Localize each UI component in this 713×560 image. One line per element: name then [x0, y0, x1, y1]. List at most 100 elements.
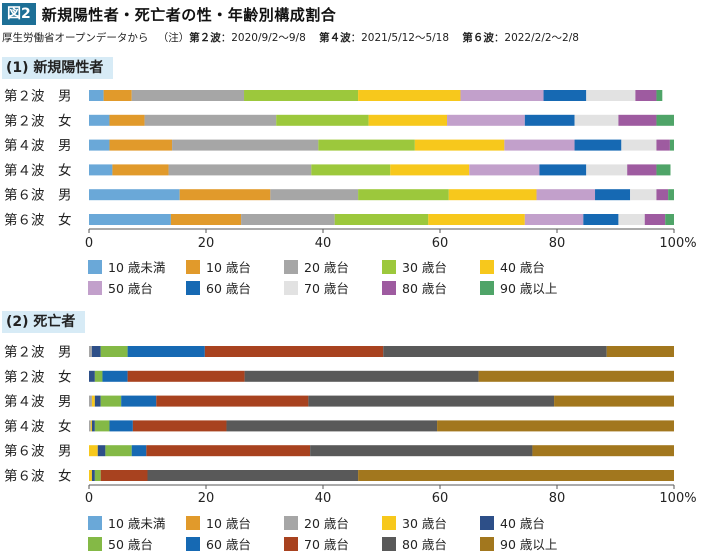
wave4-label: 第４波 [319, 32, 351, 44]
category-label: 第２波 [4, 112, 45, 129]
wave6-label: 第６波 [462, 32, 494, 44]
bar-segment [460, 90, 544, 101]
bar-segment [91, 420, 95, 432]
category-sex-label: 女 [58, 112, 72, 129]
x-tick-label: 40 [315, 236, 332, 251]
bar-segment [543, 90, 587, 101]
legend-item: 10 歳台 [186, 513, 284, 532]
bar-segment [94, 370, 103, 382]
legend-swatch [480, 259, 494, 274]
bar-segment [89, 90, 104, 101]
legend-label: 90 歳以上 [500, 537, 558, 552]
legend-item: 70 歳台 [284, 534, 382, 553]
bar-segment [204, 346, 384, 357]
category-label: 第６波 [4, 443, 45, 460]
bar-segment [447, 114, 525, 126]
figure-badge: 図2 [2, 3, 36, 25]
bar-segment [172, 139, 319, 151]
legend-label: 10 歳台 [206, 516, 251, 531]
bar-segment [311, 164, 391, 176]
category-label: 第２波 [4, 344, 45, 361]
bar-segment [414, 139, 505, 151]
category-sex-label: 男 [58, 188, 72, 204]
bar-segment [554, 395, 674, 407]
source-text: 厚生労働省オープンデータから [2, 32, 149, 44]
bar-segment [665, 214, 674, 225]
bar-segment [669, 139, 674, 151]
bar-segment [368, 114, 448, 126]
bar-segment [644, 214, 666, 225]
x-tick-label: 80 [549, 491, 566, 506]
bar-segment [102, 370, 128, 382]
x-tick-label: 80 [549, 236, 566, 251]
legend-item: 40 歳台 [480, 513, 578, 532]
wave2-range: 2020/9/2〜9/8 [231, 32, 306, 44]
bar-segment [539, 164, 587, 176]
legend-label: 70 歳台 [304, 281, 349, 296]
legend-item: 50 歳台 [88, 278, 186, 297]
bar-segment [109, 139, 173, 151]
bar-segment [606, 346, 674, 357]
x-tick-label: 100% [659, 491, 696, 506]
bar-segment [89, 370, 95, 382]
x-tick-label: 0 [85, 236, 93, 251]
legend-item: 10 歳未満 [88, 513, 186, 532]
legend-swatch [186, 515, 200, 530]
bar-segment [131, 445, 147, 457]
bar-segment [89, 114, 110, 126]
legend-item: 60 歳台 [186, 278, 284, 297]
bar-segment [656, 189, 669, 201]
legend-label: 10 歳未満 [108, 516, 166, 531]
bar-segment [89, 445, 98, 457]
bar-segment [504, 139, 575, 151]
chart1-title: (1) 新規陽性者 [2, 57, 114, 79]
bar-segment [109, 420, 133, 432]
category-sex-label: 女 [58, 468, 72, 485]
legend-swatch [284, 515, 298, 530]
wave4-range: 2021/5/12〜5/18 [361, 32, 450, 44]
bar-segment [144, 114, 277, 126]
x-tick-label: 60 [432, 236, 449, 251]
chart2-legend: 10 歳未満 10 歳台 20 歳台 30 歳台 40 歳台 50 歳台 60 歳台 70 歳… [88, 512, 578, 554]
bar-segment [532, 445, 674, 457]
bar-segment [127, 370, 245, 382]
category-label: 第６波 [4, 468, 45, 485]
legend-label: 50 歳台 [108, 537, 153, 552]
legend-label: 50 歳台 [108, 281, 153, 296]
legend-row: 10 歳未満 10 歳台 20 歳台 30 歳台 40 歳台 [88, 256, 578, 277]
bar-segment [656, 90, 663, 101]
bar-segment [146, 445, 311, 457]
x-tick-label: 20 [198, 491, 215, 506]
legend-item: 90 歳以上 [480, 278, 578, 297]
bar-segment [428, 214, 525, 225]
chart2-title: (2) 死亡者 [2, 311, 86, 333]
legend-item: 20 歳台 [284, 513, 382, 532]
bar-segment [105, 445, 132, 457]
bar-segment [630, 189, 657, 201]
category-sex-label: 男 [58, 89, 72, 105]
legend-item: 20 歳台 [284, 257, 382, 276]
bar-segment [478, 370, 674, 382]
bar-segment [156, 395, 309, 407]
legend-swatch [88, 536, 102, 551]
bar-segment [270, 189, 359, 201]
legend-item: 70 歳台 [284, 278, 382, 297]
legend-swatch [186, 536, 200, 551]
legend-label: 70 歳台 [304, 537, 349, 552]
bar-segment [524, 114, 575, 126]
bar-segment [635, 90, 657, 101]
category-sex-label: 男 [58, 138, 72, 154]
bar-segment [100, 395, 122, 407]
legend-swatch [284, 280, 298, 295]
wave6-range: 2022/2/2〜2/8 [504, 32, 579, 44]
legend-swatch [88, 515, 102, 530]
category-label: 第６波 [4, 212, 45, 229]
legend-label: 30 歳台 [402, 260, 447, 275]
bar-segment [618, 214, 645, 225]
bar-segment [89, 346, 92, 357]
legend-swatch [480, 515, 494, 530]
bar-segment [97, 445, 106, 457]
bar-segment [121, 395, 157, 407]
figure-title: 新規陽性者・死亡者の性・年齢別構成割合 [41, 5, 337, 24]
